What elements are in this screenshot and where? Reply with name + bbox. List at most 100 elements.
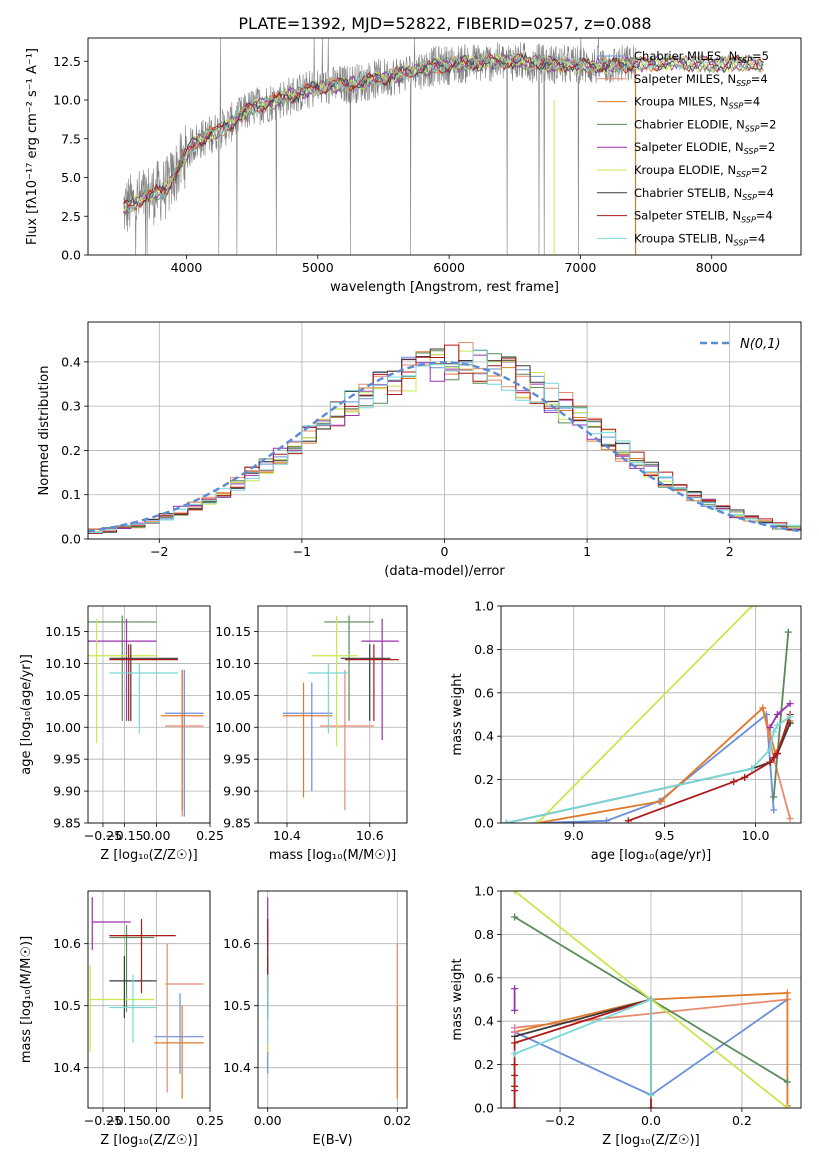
axes-frame	[87, 605, 211, 824]
weight-vs-age-panel: 9.0 9.5 10.0 0.0 0.2 0.4 0.6 0.8 1.0 age [log₁₀(a…	[450, 599, 802, 863]
figure-title: PLATE=1392, MJD=52822, FIBERID=0257, z=0…	[238, 14, 651, 33]
legend-label-count: =2	[751, 163, 768, 177]
plot-area	[511, 891, 791, 1108]
x-tick-label: 9.0	[564, 828, 584, 843]
y-tick-label: 1.0	[474, 884, 494, 899]
legend-label-text: Chabrier MILES, N	[634, 49, 737, 63]
plus-marker	[783, 1104, 791, 1108]
x-tick-label: −1	[293, 544, 311, 559]
axes-frame	[500, 605, 802, 824]
y-tick-label: 1.0	[474, 599, 494, 614]
plus-marker	[657, 797, 665, 805]
legend: N(0,1)	[700, 337, 781, 352]
axes-frame	[87, 321, 802, 540]
y-tick-label: 2.5	[61, 209, 81, 224]
plot-area	[89, 897, 204, 1099]
plot-area	[88, 615, 204, 817]
series-line	[772, 631, 790, 798]
plus-marker	[773, 721, 781, 729]
y-tick-label: 10.10	[45, 656, 81, 671]
x-axis-label: age [log₁₀(age/yr)]	[591, 848, 712, 863]
legend-label: Kroupa MILES, NSSP=4	[634, 95, 760, 111]
legend-label-subscript: SSP	[744, 147, 759, 156]
x-axis-label: mass [log₁₀(M/M☉)]	[269, 848, 396, 863]
x-tick-label: 9.5	[655, 828, 675, 843]
plus-marker	[533, 819, 541, 823]
plus-marker	[511, 1050, 519, 1058]
legend-label-text: Chabrier ELODIE, N	[634, 117, 745, 131]
plus-marker	[773, 750, 781, 758]
y-tick-label: 10.00	[215, 720, 251, 735]
residual-histogram-line	[88, 344, 801, 534]
x-tick-label: −2	[150, 544, 168, 559]
y-tick-label: 9.95	[53, 752, 81, 767]
legend-label: Kroupa ELODIE, NSSP=2	[634, 163, 768, 179]
plus-marker	[624, 817, 632, 823]
mass-vs-metallicity-panel: −0.25−0.15 0.00 0.25 10.4 10.5 10.6 Z [log₁₀(Z…	[19, 890, 224, 1148]
plus-marker	[511, 891, 519, 895]
plus-marker	[511, 1071, 519, 1079]
axes-frame	[87, 37, 802, 256]
plus-marker	[647, 1091, 655, 1099]
y-tick-label: 10.6	[223, 936, 251, 951]
x-tick-label: 4000	[171, 260, 203, 275]
y-tick-label: 0.0	[474, 816, 494, 831]
axes-frame	[87, 890, 211, 1109]
y-tick-label: 0.4	[474, 729, 494, 744]
legend-label-text: Kroupa ELODIE, N	[634, 163, 736, 177]
y-tick-label: 10.4	[223, 1060, 251, 1075]
y-tick-label: 0.6	[474, 970, 494, 985]
legend-label-count: =4	[743, 95, 760, 109]
age-vs-mass-panel: 10.4 10.6 9.85 9.90 9.95 10.00 10.05 10.10 10.15…	[215, 605, 408, 863]
y-tick-label: 0.8	[474, 927, 494, 942]
x-tick-label: 0	[441, 544, 449, 559]
plus-marker	[748, 765, 756, 773]
legend-label-subscript: SSP	[745, 124, 760, 133]
y-tick-label: 9.90	[223, 784, 251, 799]
legend-label-subscript: SSP	[742, 193, 757, 202]
plus-marker	[770, 728, 778, 736]
plus-marker	[647, 996, 655, 1003]
y-axis-label: Normed distribution	[37, 366, 52, 496]
legend-label-subscript: SSP	[729, 102, 744, 111]
x-tick-label: 5000	[302, 260, 334, 275]
series-line	[627, 714, 791, 822]
legend-label-count: =2	[758, 140, 775, 154]
plus-marker	[511, 985, 519, 993]
weight-vs-metallicity-panel: −0.2 0.0 0.2 0.0 0.2 0.4 0.6 0.8 1.0 Z [log₁₀(Z/Z…	[450, 884, 802, 1148]
legend-label: Salpeter ELODIE, NSSP=2	[634, 140, 775, 156]
plus-marker	[770, 754, 778, 762]
plus-marker	[770, 793, 778, 801]
x-axis-label: (data-model)/error	[384, 564, 505, 579]
plus-marker	[786, 815, 794, 823]
plot-area	[123, 38, 764, 255]
x-tick-label: 10.0	[742, 828, 770, 843]
plus-marker	[741, 773, 749, 781]
legend-label-subscript: SSP	[736, 170, 751, 179]
y-axis-label: Flux [fλ10⁻¹⁷ erg cm⁻² s⁻¹ A⁻¹]	[25, 48, 40, 245]
y-tick-label: 10.0	[53, 93, 81, 108]
y-tick-label: 0.6	[474, 685, 494, 700]
y-tick-label: 10.15	[215, 624, 251, 639]
plus-marker	[783, 989, 791, 997]
y-tick-label: 12.5	[53, 54, 81, 69]
x-tick-label: 10.6	[356, 828, 384, 843]
legend-label: Chabrier STELIB, NSSP=4	[634, 186, 774, 202]
x-tick-label: 0.00	[254, 1113, 282, 1128]
x-tick-label: 0.00	[143, 828, 171, 843]
plus-marker	[502, 819, 510, 823]
axes-frame	[257, 890, 408, 1109]
plus-marker	[511, 1061, 519, 1069]
x-tick-label: 0.02	[383, 1113, 411, 1128]
spectrum-panel: 4000 5000 6000 7000 8000 0.0 2.5 5.0 7.5 10.0 12.5…	[25, 37, 802, 295]
y-tick-label: 0.2	[474, 772, 494, 787]
legend-label-count: =4	[757, 186, 774, 200]
legend-label-subscript: SSP	[737, 56, 752, 65]
x-tick-label: −0.15	[105, 828, 143, 843]
x-axis-label: Z [log₁₀(Z/Z☉)]	[100, 848, 197, 863]
series-line	[536, 606, 753, 823]
y-tick-label: 0.4	[474, 1014, 494, 1029]
x-tick-label: 0.25	[196, 828, 224, 843]
legend-label: Salpeter MILES, NSSP=4	[634, 72, 768, 88]
